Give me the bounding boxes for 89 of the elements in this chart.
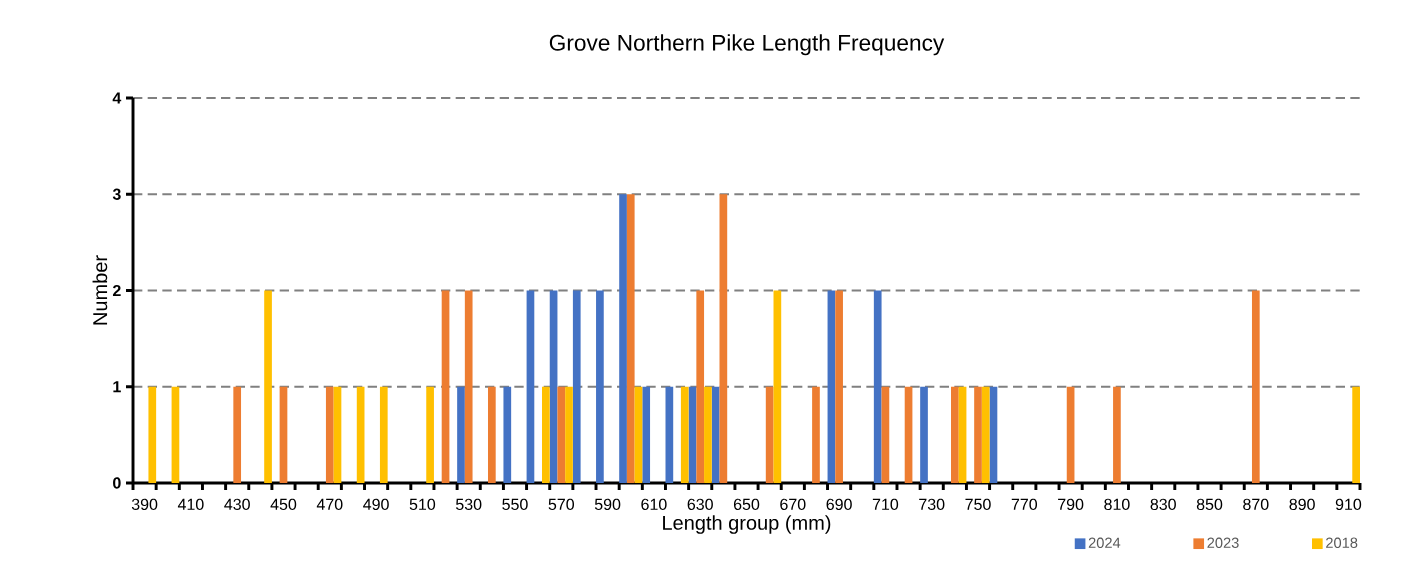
bar	[881, 386, 890, 483]
bar	[827, 290, 836, 483]
bar	[1113, 386, 1121, 483]
bar	[920, 386, 928, 483]
y-tick-label: 2	[112, 284, 121, 297]
legend-label: 2018	[1326, 537, 1358, 548]
chart-title: Grove Northern Pike Length Frequency	[549, 34, 945, 56]
x-tick-label: 810	[1104, 498, 1130, 511]
x-tick-label: 430	[224, 498, 250, 511]
x-tick-label: 690	[826, 498, 852, 511]
bar	[325, 386, 334, 483]
y-axis-title: Number	[92, 255, 108, 325]
x-tick-label: 590	[594, 498, 621, 511]
bar	[989, 386, 998, 483]
x-tick-label: 650	[733, 498, 760, 511]
bar	[488, 386, 496, 483]
bar	[835, 290, 843, 483]
x-tick-label: 570	[548, 498, 575, 511]
x-tick-label: 710	[872, 498, 899, 511]
bar	[549, 290, 558, 483]
x-tick-label: 670	[780, 498, 806, 511]
y-tick-label: 0	[113, 477, 121, 489]
x-tick-label: 390	[131, 498, 158, 511]
x-tick-label: 450	[270, 498, 297, 511]
bar	[379, 386, 388, 483]
x-tick-label: 490	[363, 498, 389, 511]
bar	[542, 386, 550, 483]
x-tick-label: 890	[1289, 498, 1315, 511]
x-tick-label: 770	[1011, 498, 1038, 511]
bar	[464, 290, 473, 483]
x-tick-label: 830	[1150, 498, 1176, 511]
bar	[1352, 386, 1360, 483]
bar	[171, 386, 180, 483]
x-tick-label: 750	[965, 498, 991, 511]
bar	[426, 386, 434, 483]
bar	[634, 386, 643, 483]
bar	[333, 386, 342, 483]
bar	[503, 386, 512, 483]
x-tick-label: 530	[456, 498, 482, 511]
x-tick-label: 910	[1335, 498, 1362, 511]
bar	[704, 386, 712, 483]
bar	[680, 386, 689, 483]
bar	[719, 194, 728, 483]
bar	[873, 290, 882, 483]
bar	[688, 386, 697, 483]
bar	[696, 290, 705, 483]
bar	[1251, 290, 1260, 483]
bar	[526, 290, 535, 483]
x-tick-label: 870	[1243, 498, 1269, 511]
bar	[441, 290, 450, 483]
bar	[1066, 386, 1075, 483]
x-tick-label: 510	[409, 498, 436, 511]
bar	[626, 194, 635, 483]
bar	[264, 290, 272, 483]
bar	[951, 386, 959, 483]
y-tick-label: 1	[113, 381, 121, 393]
legend-label: 2024	[1088, 537, 1121, 548]
bar	[619, 194, 627, 483]
bar	[974, 386, 982, 483]
x-tick-label: 730	[919, 498, 945, 511]
x-tick-label: 410	[177, 498, 204, 511]
bar	[596, 290, 604, 483]
legend-label: 2023	[1207, 537, 1239, 548]
x-tick-label: 550	[502, 498, 528, 511]
bar	[642, 386, 651, 483]
bar	[233, 386, 242, 483]
bar	[557, 386, 566, 483]
bar	[356, 386, 365, 483]
x-tick-label: 630	[687, 498, 713, 511]
bar	[711, 386, 720, 483]
bar	[572, 290, 581, 483]
bar	[958, 386, 967, 483]
bar	[148, 386, 157, 483]
bar	[565, 386, 573, 483]
bar	[765, 386, 774, 483]
bar	[812, 386, 820, 483]
bar	[665, 386, 674, 483]
y-tick-label: 4	[112, 92, 122, 104]
bar	[773, 290, 782, 483]
bar	[457, 386, 465, 483]
bar	[279, 386, 288, 483]
y-tick-label: 3	[112, 188, 121, 200]
x-tick-label: 610	[641, 498, 667, 511]
bar	[904, 386, 913, 483]
x-tick-label: 470	[316, 498, 343, 511]
x-axis-title: Length group (mm)	[663, 515, 831, 534]
bar	[981, 386, 990, 483]
x-tick-label: 850	[1196, 498, 1223, 511]
x-tick-label: 790	[1058, 498, 1084, 511]
